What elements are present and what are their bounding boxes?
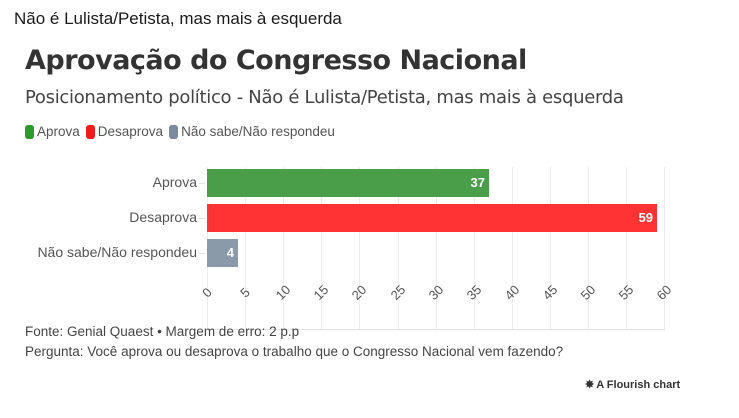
gridline — [283, 167, 284, 329]
bar-value: 4 — [226, 245, 234, 260]
gridline — [245, 167, 246, 329]
gridline — [398, 167, 399, 329]
x-tick-label: 0 — [199, 284, 215, 301]
question-note: Pergunta: Você aprova ou desaprova o tra… — [25, 344, 564, 359]
bar-aprova[interactable]: 37 — [207, 169, 489, 197]
x-tick-label: 45 — [539, 282, 561, 303]
gridline — [626, 167, 627, 329]
flourish-credit[interactable]: ✸ A Flourish chart — [585, 378, 681, 392]
flourish-logo-icon: ✸ — [585, 379, 595, 391]
x-tick-label: 30 — [425, 282, 447, 303]
category-label: Aprova — [152, 174, 197, 190]
bar-nao-sabe[interactable]: 4 — [207, 239, 238, 267]
x-tick-label: 5 — [237, 284, 253, 301]
x-tick-label: 25 — [387, 282, 409, 303]
x-tick-label: 50 — [577, 282, 599, 303]
bar-value: 37 — [470, 175, 485, 190]
gridline — [359, 167, 360, 329]
x-tick-label: 15 — [310, 282, 332, 303]
x-tick-label: 10 — [272, 282, 294, 303]
category-label: Não sabe/Não respondeu — [37, 244, 197, 260]
legend-swatch — [85, 124, 95, 139]
gridline — [474, 167, 475, 329]
x-tick-label: 55 — [615, 282, 637, 303]
source-note: Fonte: Genial Quaest • Margem de erro: 2… — [25, 324, 300, 339]
gridline — [664, 167, 665, 329]
gridline — [550, 167, 551, 329]
legend: Aprova Desaprova Não sabe/Não respondeu — [25, 124, 335, 139]
bar-desaprova[interactable]: 59 — [207, 204, 657, 232]
x-tick-label: 40 — [501, 282, 523, 303]
x-axis-line — [207, 329, 665, 330]
category-tick — [199, 253, 205, 254]
gridline — [512, 167, 513, 329]
gridline — [436, 167, 437, 329]
plot-area: Aprova Desaprova Não sabe/Não respondeu … — [37, 167, 675, 330]
chart-subtitle: Posicionamento político - Não é Lulista/… — [25, 87, 624, 108]
legend-label: Não sabe/Não respondeu — [181, 124, 335, 139]
page-heading: Não é Lulista/Petista, mas mais à esquer… — [14, 9, 342, 28]
footer: Fonte: Genial Quaest • Margem de erro: 2… — [25, 322, 563, 362]
category-tick — [199, 218, 205, 219]
legend-item-nao-sabe[interactable]: Não sabe/Não respondeu — [169, 124, 335, 139]
category-tick — [199, 183, 205, 184]
legend-item-aprova[interactable]: Aprova — [25, 124, 80, 139]
legend-swatch — [169, 124, 179, 139]
legend-item-desaprova[interactable]: Desaprova — [85, 124, 164, 139]
flourish-label: A Flourish chart — [596, 378, 681, 391]
category-label: Desaprova — [129, 209, 197, 225]
legend-label: Aprova — [37, 124, 80, 139]
bar-value: 59 — [638, 210, 653, 225]
gridline — [588, 167, 589, 329]
x-tick-label: 35 — [463, 282, 485, 303]
legend-swatch — [25, 124, 34, 139]
gridline — [321, 167, 322, 329]
x-tick-label: 20 — [348, 282, 370, 303]
legend-label: Desaprova — [97, 124, 164, 139]
chart-title: Aprovação do Congresso Nacional — [25, 45, 527, 76]
x-tick-label: 60 — [653, 282, 675, 303]
